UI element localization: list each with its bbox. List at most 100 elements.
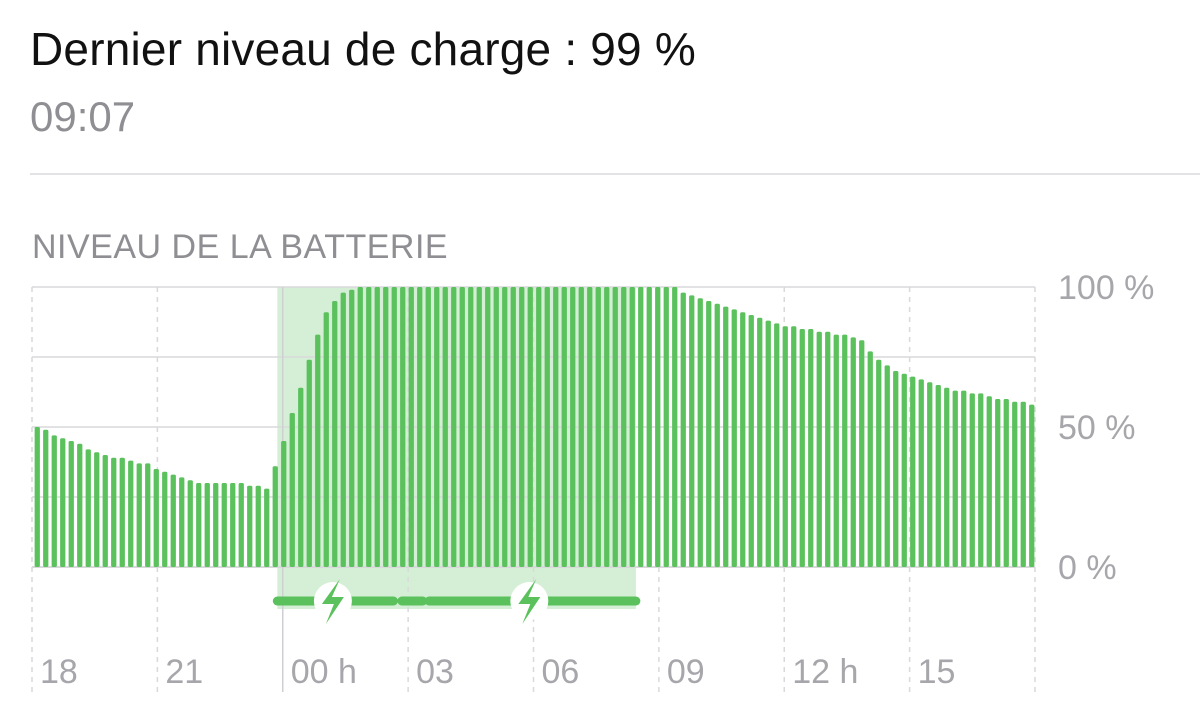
battery-bar <box>782 326 788 567</box>
battery-bar <box>825 331 831 567</box>
battery-bar <box>391 287 397 567</box>
x-tick-label: 03 <box>416 653 454 691</box>
battery-bar <box>833 334 839 567</box>
battery-bar <box>612 287 618 567</box>
battery-bar <box>179 477 185 567</box>
battery-bar <box>434 287 440 567</box>
last-charge-time: 09:07 <box>30 93 136 140</box>
battery-bar <box>128 460 134 567</box>
lightning-bolt-shape <box>321 579 344 624</box>
battery-bar <box>417 287 423 567</box>
battery-bar <box>298 387 304 567</box>
battery-bar <box>349 289 355 567</box>
battery-bar <box>672 287 678 567</box>
axis-labels-layer: 18 21 00 h 03 06 09 12 h 15 100 % 50 % 0 % <box>40 269 1154 691</box>
battery-bar <box>978 393 984 567</box>
bars-layer <box>34 287 1035 567</box>
battery-bar <box>111 457 117 567</box>
battery-bar <box>740 312 746 567</box>
battery-bar <box>680 292 686 567</box>
battery-bar <box>323 312 329 567</box>
battery-bar <box>162 471 168 567</box>
battery-bar <box>629 287 635 567</box>
battery-bar <box>289 413 295 567</box>
battery-bar <box>1012 401 1018 567</box>
battery-bar <box>859 340 865 567</box>
battery-bar <box>145 463 151 567</box>
x-tick-label: 21 <box>165 653 203 691</box>
battery-bar <box>995 399 1001 567</box>
lightning-bolt-icon <box>313 579 352 624</box>
battery-bar <box>77 443 83 567</box>
battery-bar <box>366 287 372 567</box>
battery-bar <box>204 483 210 567</box>
battery-bar <box>60 438 66 567</box>
battery-bar <box>893 371 899 567</box>
battery-bar <box>748 315 754 567</box>
battery-bar <box>578 287 584 567</box>
battery-bar <box>961 390 967 567</box>
battery-bar <box>910 376 916 567</box>
lightning-bolt-shape <box>518 579 541 624</box>
battery-bar <box>799 329 805 567</box>
battery-bar <box>221 483 227 567</box>
battery-bar <box>230 483 236 567</box>
battery-bar <box>621 287 627 567</box>
battery-bar <box>663 287 669 567</box>
y-tick-label: 100 % <box>1058 269 1154 307</box>
battery-bar <box>527 287 533 567</box>
battery-bar <box>867 351 873 567</box>
battery-bar <box>119 457 125 567</box>
battery-bar <box>468 287 474 567</box>
battery-bar <box>442 287 448 567</box>
battery-bar <box>51 435 57 567</box>
battery-bar <box>68 441 74 567</box>
battery-bar <box>969 393 975 567</box>
battery-bar <box>595 287 601 567</box>
battery-bar <box>901 373 907 567</box>
battery-bar <box>723 306 729 567</box>
battery-bar <box>187 480 193 567</box>
battery-bar <box>374 287 380 567</box>
battery-bar <box>536 287 542 567</box>
battery-bar <box>306 359 312 567</box>
battery-bar <box>502 287 508 567</box>
battery-bar <box>587 287 593 567</box>
battery-bar <box>935 385 941 567</box>
y-tick-label: 0 % <box>1058 549 1117 587</box>
battery-bar <box>408 287 414 567</box>
x-tick-label: 09 <box>667 653 705 691</box>
battery-bar <box>714 303 720 567</box>
battery-bar <box>927 382 933 567</box>
battery-bar <box>876 359 882 567</box>
battery-bar <box>510 287 516 567</box>
battery-bar <box>765 320 771 567</box>
battery-bar <box>34 427 40 567</box>
divider <box>30 173 1200 175</box>
battery-bar <box>43 429 49 567</box>
x-tick-label: 12 h <box>792 653 858 691</box>
battery-bar <box>842 334 848 567</box>
battery-bar <box>153 469 159 567</box>
battery-bar <box>102 455 108 567</box>
y-tick-label: 50 % <box>1058 409 1136 447</box>
battery-bar <box>255 485 261 567</box>
battery-level-section-title: NIVEAU DE LA BATTERIE <box>32 228 449 266</box>
battery-bar <box>757 317 763 567</box>
battery-bar <box>281 441 287 567</box>
battery-bar <box>425 287 431 567</box>
battery-bar <box>400 287 406 567</box>
battery-bar <box>816 331 822 567</box>
battery-bar <box>451 287 457 567</box>
battery-bar <box>774 323 780 567</box>
battery-bar <box>850 337 856 567</box>
x-tick-label: 00 h <box>291 653 357 691</box>
last-charge-level-heading: Dernier niveau de charge : 99 % <box>30 23 696 75</box>
x-tick-label: 15 <box>918 653 956 691</box>
battery-bar <box>1020 401 1026 567</box>
battery-bar <box>383 287 389 567</box>
battery-bar <box>697 298 703 567</box>
battery-bar <box>1029 404 1035 567</box>
battery-bar <box>638 287 644 567</box>
